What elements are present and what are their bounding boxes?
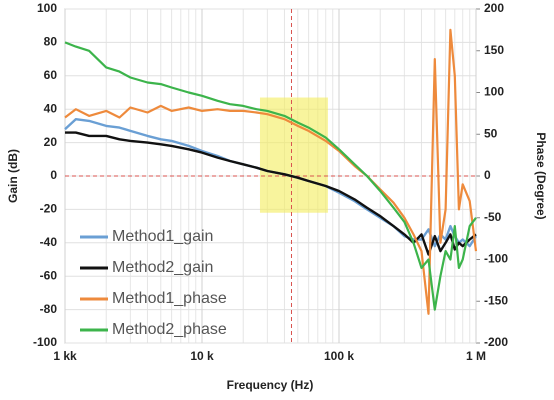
y2-tick-label: 50	[484, 126, 498, 140]
y2-tick-label: 200	[484, 1, 504, 15]
legend-label: Method1_gain	[112, 228, 213, 245]
x-tick-label: 10 k	[190, 349, 214, 363]
legend-label: Method2_phase	[112, 321, 227, 338]
y2-tick-label: -150	[484, 293, 508, 307]
y-tick-label: -80	[40, 302, 58, 316]
y2-tick-label: 0	[484, 168, 491, 182]
series-line	[64, 28, 478, 315]
x-tick-label: 100 k	[324, 349, 354, 363]
y2-tick-label: -200	[484, 335, 508, 349]
y-tick-label: 40	[44, 101, 58, 115]
series-line	[64, 41, 477, 311]
y2-axis-label: Phase (Degree)	[534, 132, 548, 219]
x-axis-label: Frequency (Hz)	[227, 378, 314, 392]
x-tick-label: 1 M	[466, 349, 486, 363]
y2-tick-label: -100	[484, 252, 508, 266]
y-tick-label: 80	[44, 35, 58, 49]
highlight-region	[259, 97, 328, 213]
y2-tick-label: -50	[484, 210, 502, 224]
legend-label: Method1_phase	[112, 290, 227, 307]
y-tick-label: 60	[44, 68, 58, 82]
y2-tick-label: 150	[484, 43, 504, 57]
legend-label: Method2_gain	[112, 259, 213, 276]
y-tick-label: 0	[50, 168, 57, 182]
y-axis-label: Gain (dB)	[6, 149, 20, 203]
y2-tick-label: 100	[484, 85, 504, 99]
y-tick-label: 20	[44, 135, 58, 149]
y-tick-label: 100	[37, 1, 57, 15]
y-tick-label: -60	[40, 268, 58, 282]
x-tick-label: 1 kk	[53, 349, 77, 363]
y-tick-label: -20	[40, 202, 58, 216]
series-line	[65, 131, 477, 256]
y-tick-label: -40	[40, 235, 58, 249]
y-tick-label: -100	[33, 335, 57, 349]
